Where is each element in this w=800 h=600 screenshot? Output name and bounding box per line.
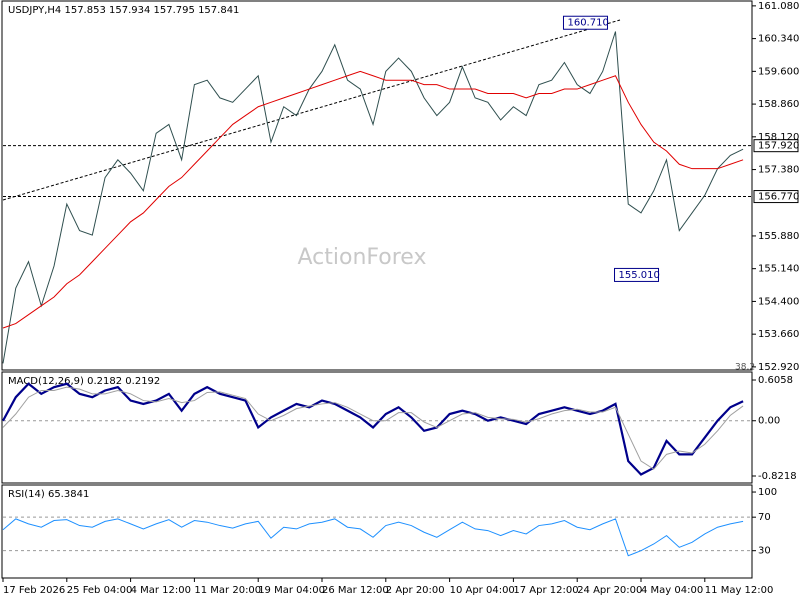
annotation-label: 160.710 (567, 18, 608, 29)
annotation-box (614, 267, 660, 282)
y-tick-label: 161.080 (758, 1, 799, 12)
rsi-title: RSI(14) 65.3841 (8, 489, 89, 500)
y-tick-label: 0.00 (758, 416, 780, 427)
y-tick-label: 155.880 (758, 231, 799, 242)
y-tick-label: 158.120 (758, 132, 799, 143)
y-tick-label: 155.140 (758, 264, 799, 275)
series-line (2, 382, 744, 476)
macd-title: MACD(12,26,9) 0.2182 0.2192 (8, 376, 160, 387)
x-tick-label: 4 May 04:00 (641, 585, 703, 596)
x-tick-label: 17 Feb 2026 (3, 585, 65, 596)
rsi-panel (1, 484, 753, 579)
level-box (753, 139, 799, 153)
annotation-box (562, 15, 608, 30)
y-tick-label: 70 (758, 512, 771, 523)
level-label: 157.920 (758, 141, 799, 152)
level-box (753, 190, 799, 204)
x-tick-label: 19 Mar 04:00 (258, 585, 325, 596)
macd-panel (1, 371, 753, 484)
x-tick-label: 11 May 12:00 (705, 585, 774, 596)
series-line (2, 70, 744, 329)
x-tick-label: 17 Apr 12:00 (513, 585, 578, 596)
series-line (2, 386, 744, 470)
y-tick-label: 160.340 (758, 34, 799, 45)
x-tick-label: 26 Mar 12:00 (322, 585, 389, 596)
x-tick-label: 4 Mar 12:00 (131, 585, 191, 596)
x-tick-label: 11 Mar 20:00 (194, 585, 261, 596)
y-tick-label: 158.860 (758, 99, 799, 110)
y-tick-label: 154.400 (758, 296, 799, 307)
x-tick-label: 25 Feb 04:00 (67, 585, 133, 596)
y-tick-label: 30 (758, 546, 771, 557)
y-tick-label: 159.600 (758, 66, 799, 77)
y-tick-label: 153.660 (758, 329, 799, 340)
watermark: ActionForex (298, 245, 427, 270)
y-tick-label: -0.8218 (758, 471, 797, 482)
level-label: 156.770 (758, 192, 799, 203)
price-title: USDJPY,H4 157.853 157.934 157.795 157.84… (8, 5, 239, 16)
y-tick-label: 152.920 (758, 362, 799, 373)
annotation-label: 155.010 (619, 270, 660, 281)
y-tick-label: 157.380 (758, 165, 799, 176)
x-tick-label: 24 Apr 20:00 (577, 585, 642, 596)
x-tick-label: 2 Apr 20:00 (386, 585, 445, 596)
trend-line (2, 19, 621, 201)
y-tick-label: 100 (758, 487, 777, 498)
series-line (2, 518, 744, 557)
fib-label: 38.2 (735, 363, 755, 373)
y-tick-label: 0.6058 (758, 375, 793, 386)
series-line (2, 31, 744, 364)
x-tick-label: 10 Apr 04:00 (450, 585, 515, 596)
price-panel (1, 0, 753, 371)
